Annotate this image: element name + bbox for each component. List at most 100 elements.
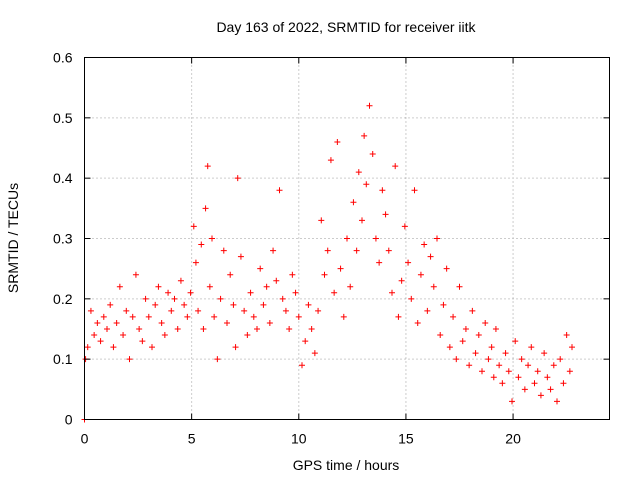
data-point <box>195 307 202 314</box>
data-point <box>401 223 408 230</box>
data-point <box>217 295 224 302</box>
data-point <box>479 368 485 375</box>
data-point <box>155 283 162 290</box>
data-point <box>327 157 334 164</box>
data-point <box>254 326 260 332</box>
data-point <box>204 163 211 170</box>
data-point <box>395 313 402 320</box>
data-point <box>273 277 280 284</box>
data-point <box>177 277 184 284</box>
data-point <box>430 283 437 290</box>
data-point <box>421 241 428 248</box>
data-point <box>286 326 293 332</box>
data-point <box>263 283 270 290</box>
data-point <box>450 313 457 320</box>
data-point <box>139 338 146 345</box>
data-point <box>171 295 178 302</box>
data-point <box>405 259 412 266</box>
data-point <box>385 247 392 254</box>
data-point <box>547 386 554 393</box>
x-tick-label: 15 <box>398 431 414 447</box>
data-point <box>372 235 379 242</box>
y-tick-label: 0.3 <box>53 231 73 247</box>
data-point <box>257 265 264 272</box>
data-point <box>209 235 215 242</box>
data-point <box>490 374 497 381</box>
data-point <box>187 289 194 296</box>
data-point <box>230 301 237 308</box>
data-point <box>466 362 473 369</box>
data-point <box>202 205 209 212</box>
data-point <box>234 175 241 182</box>
data-point <box>198 241 205 248</box>
y-tick-label: 0.5 <box>53 110 73 126</box>
data-point <box>292 289 299 296</box>
data-point <box>302 338 309 345</box>
data-point <box>496 362 503 369</box>
data-point <box>560 380 567 387</box>
data-point <box>181 301 188 308</box>
data-point <box>462 326 469 332</box>
data-point <box>482 319 489 326</box>
data-point <box>260 301 267 308</box>
data-point <box>434 235 440 242</box>
data-point <box>369 151 376 158</box>
data-point <box>174 326 181 332</box>
data-point <box>132 271 139 278</box>
data-point <box>569 344 575 351</box>
data-point <box>192 259 199 266</box>
data-point <box>525 362 532 369</box>
data-point <box>534 368 541 375</box>
data-point <box>537 392 544 399</box>
y-tick-label: 0.1 <box>53 351 73 367</box>
data-point <box>190 223 197 230</box>
data-point <box>566 368 573 375</box>
data-point <box>214 356 221 363</box>
data-point <box>211 313 218 320</box>
data-point <box>440 301 447 308</box>
x-tick-label: 0 <box>81 431 89 447</box>
data-point <box>355 169 362 176</box>
data-point <box>331 289 338 296</box>
data-points <box>81 102 575 423</box>
data-point <box>116 283 123 290</box>
data-point <box>270 247 277 254</box>
data-point <box>308 326 315 332</box>
data-point <box>518 356 525 363</box>
data-point <box>334 138 341 145</box>
data-point <box>184 313 191 320</box>
data-point <box>279 295 286 302</box>
data-point <box>366 102 373 109</box>
data-point <box>340 313 347 320</box>
data-point <box>126 356 133 363</box>
data-point <box>459 338 466 345</box>
data-point <box>492 326 499 332</box>
data-point <box>472 350 479 357</box>
data-point <box>379 187 386 194</box>
data-point <box>227 271 234 278</box>
data-point <box>295 313 302 320</box>
data-point <box>282 307 289 314</box>
data-point <box>84 344 91 351</box>
data-point <box>469 307 476 314</box>
data-point <box>129 313 136 320</box>
data-point <box>149 344 155 351</box>
data-point <box>541 350 548 357</box>
data-point <box>206 283 213 290</box>
data-point <box>392 163 399 170</box>
data-point <box>315 307 322 314</box>
data-point <box>237 253 244 260</box>
y-tick-label: 0.4 <box>53 170 73 186</box>
data-point <box>299 362 305 369</box>
data-point <box>456 283 463 290</box>
data-point <box>505 368 512 375</box>
data-point <box>554 398 560 405</box>
data-point <box>311 350 318 357</box>
data-point <box>408 295 415 302</box>
data-point <box>104 326 110 332</box>
data-point <box>512 338 519 345</box>
data-point <box>324 247 331 254</box>
data-point <box>110 344 117 351</box>
